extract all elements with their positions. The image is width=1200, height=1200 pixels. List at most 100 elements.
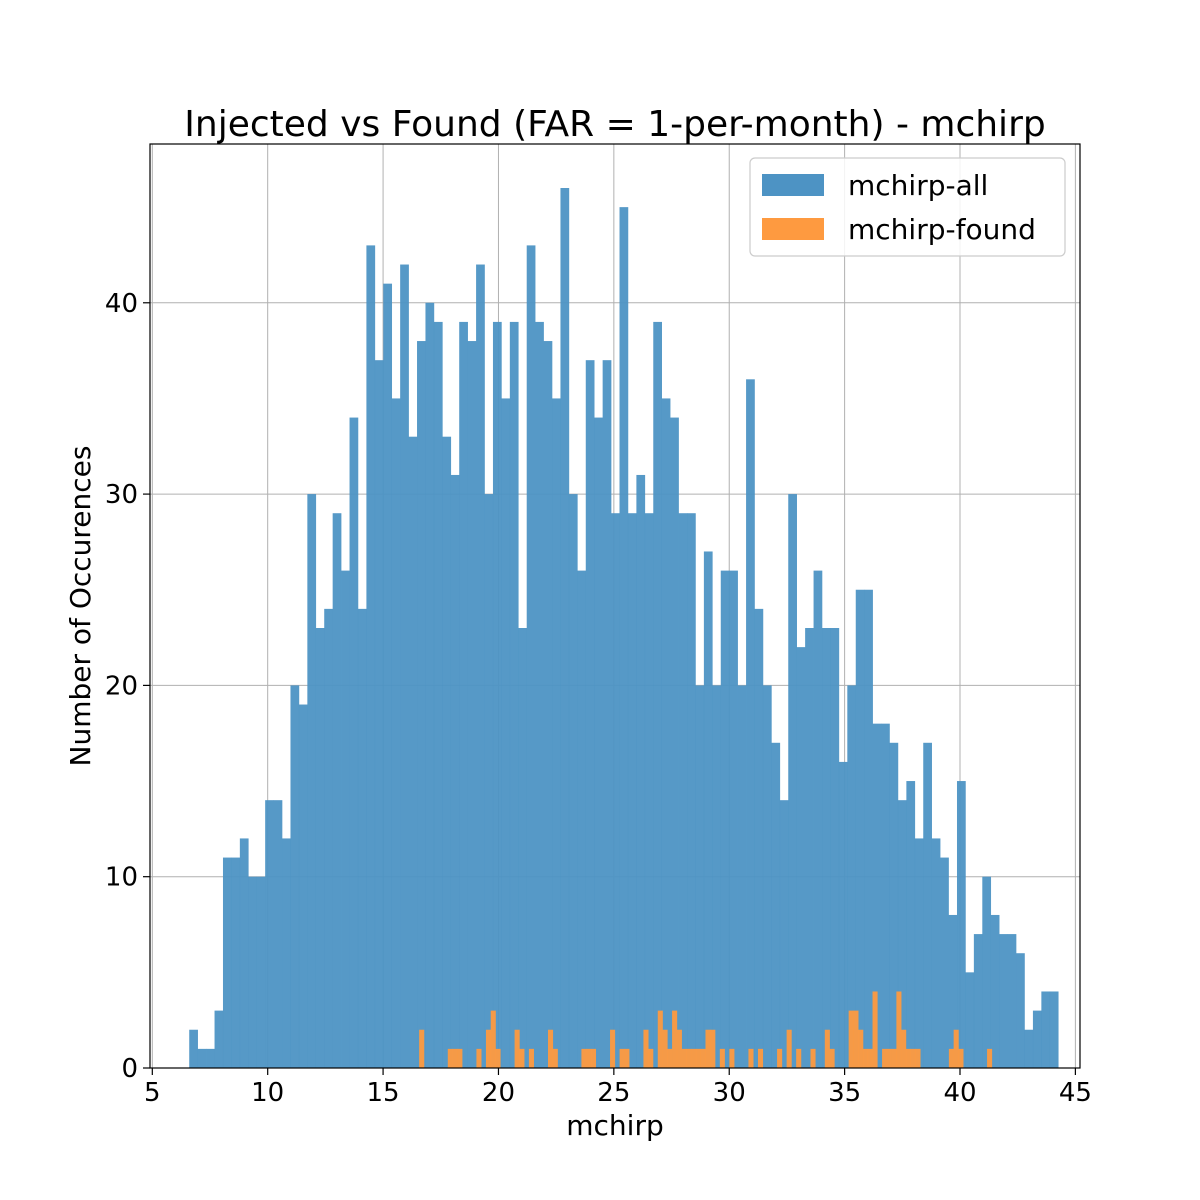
bar-mchirp-all: [914, 838, 924, 1068]
bar-mchirp-all: [324, 608, 333, 1068]
bar-mchirp-all: [568, 494, 578, 1069]
bar-mchirp-all: [417, 341, 426, 1069]
bar-mchirp-found: [662, 1029, 668, 1068]
bar-mchirp-all: [450, 474, 460, 1068]
bar-mchirp-all: [1024, 1029, 1034, 1068]
bar-mchirp-all: [838, 761, 848, 1068]
bar-mchirp-found: [490, 1010, 496, 1068]
bar-mchirp-found: [619, 1048, 625, 1068]
x-tick-label: 40: [943, 1078, 976, 1108]
x-tick-label: 15: [367, 1078, 400, 1108]
bar-mchirp-all: [990, 914, 1000, 1068]
bar-mchirp-all: [762, 685, 772, 1068]
bar-mchirp-all: [425, 302, 435, 1069]
bar-mchirp-found: [586, 1048, 592, 1068]
bar-mchirp-found: [624, 1048, 630, 1068]
bar-mchirp-found: [810, 1048, 816, 1068]
bar-mchirp-found: [862, 1048, 869, 1068]
bar-mchirp-all: [467, 341, 477, 1069]
bar-mchirp-found: [419, 1029, 425, 1068]
bar-mchirp-all: [290, 685, 300, 1068]
bar-mchirp-all: [307, 494, 317, 1069]
bar-mchirp-found: [548, 1029, 554, 1068]
bar-mchirp-found: [695, 1048, 702, 1068]
bar-mchirp-all: [602, 360, 612, 1068]
bar-mchirp-found: [853, 1010, 859, 1068]
y-tick-label: 0: [121, 1054, 138, 1084]
bar-mchirp-found: [796, 1048, 802, 1068]
bar-mchirp-all: [256, 876, 266, 1068]
legend: mchirp-all mchirp-found: [749, 157, 1066, 257]
bar-mchirp-all: [476, 264, 485, 1068]
legend-swatch-found: [762, 218, 824, 240]
bar-mchirp-all: [956, 781, 966, 1068]
bar-mchirp-found: [590, 1048, 597, 1068]
bar-mchirp-all: [948, 914, 958, 1068]
bar-mchirp-found: [514, 1029, 520, 1068]
bar-mchirp-all: [577, 570, 587, 1068]
bar-mchirp-all: [653, 321, 662, 1068]
bar-mchirp-all: [383, 283, 393, 1068]
bar-mchirp-found: [705, 1029, 711, 1068]
bar-mchirp-found: [891, 1048, 897, 1068]
bar-mchirp-all: [239, 838, 249, 1068]
bar-mchirp-all: [1049, 991, 1059, 1068]
bar-mchirp-all: [433, 321, 443, 1068]
bar-mchirp-found: [867, 1048, 873, 1068]
x-tick-label: 45: [1059, 1078, 1092, 1108]
y-tick-label: 20: [105, 671, 138, 701]
bar-mchirp-all: [560, 188, 570, 1068]
plot-frame: [149, 143, 1081, 1069]
bar-mchirp-all: [881, 723, 890, 1068]
bar-mchirp-found: [686, 1048, 692, 1068]
bar-mchirp-all: [746, 379, 755, 1069]
bar-mchirp-found: [987, 1048, 993, 1068]
bar-mchirp-found: [457, 1048, 463, 1068]
bar-mchirp-all: [332, 513, 342, 1068]
bar-mchirp-found: [610, 1029, 616, 1068]
bar-mchirp-all: [670, 417, 679, 1069]
bar-mchirp-all: [442, 436, 452, 1068]
bar-mchirp-found: [858, 1029, 864, 1068]
bar-mchirp-found: [691, 1048, 697, 1068]
bar-mchirp-found: [786, 1029, 792, 1068]
bar-mchirp-found: [872, 991, 878, 1068]
bar-mchirp-all: [788, 494, 797, 1069]
bar-mchirp-found: [958, 1048, 964, 1068]
bar-mchirp-all: [197, 1048, 207, 1068]
bar-mchirp-all: [374, 360, 384, 1068]
bar-mchirp-all: [231, 857, 241, 1068]
bar-mchirp-all: [341, 570, 350, 1068]
bar-mchirp-all: [248, 876, 258, 1068]
bar-mchirp-found: [748, 1048, 754, 1068]
bar-mchirp-all: [315, 628, 325, 1068]
bar-mchirp-all: [611, 513, 620, 1068]
bar-mchirp-all: [391, 398, 401, 1068]
bar-mchirp-all: [644, 513, 654, 1068]
legend-swatch-all: [762, 174, 824, 196]
bar-mchirp-found: [485, 1029, 492, 1068]
bar-mchirp-all: [822, 628, 831, 1068]
legend-frame: [749, 157, 1066, 257]
bar-mchirp-all: [408, 436, 418, 1068]
bar-mchirp-all: [940, 857, 949, 1068]
bar-mchirp-found: [848, 1010, 854, 1068]
bar-mchirp-all: [729, 570, 738, 1068]
bar-mchirp-found: [657, 1010, 663, 1068]
bar-mchirp-found: [710, 1029, 716, 1068]
bar-mchirp-all: [855, 589, 865, 1068]
chart-title: Injected vs Found (FAR = 1-per-month) - …: [184, 104, 1045, 145]
bar-mchirp-found: [581, 1048, 587, 1068]
bar-mchirp-all: [543, 341, 553, 1069]
bar-mchirp-all: [965, 972, 975, 1068]
bar-mchirp-all: [864, 589, 873, 1068]
bar-mchirp-found: [476, 1048, 482, 1068]
bar-mchirp-all: [687, 513, 696, 1068]
bar-mchirp-all: [189, 1029, 198, 1068]
bar-mchirp-found: [824, 1029, 830, 1068]
bar-mchirp-all: [594, 417, 603, 1069]
bar-mchirp-all: [214, 1010, 224, 1068]
bar-mchirp-all: [695, 685, 705, 1068]
bar-mchirp-all: [357, 608, 367, 1068]
bar-mchirp-all: [796, 647, 806, 1068]
